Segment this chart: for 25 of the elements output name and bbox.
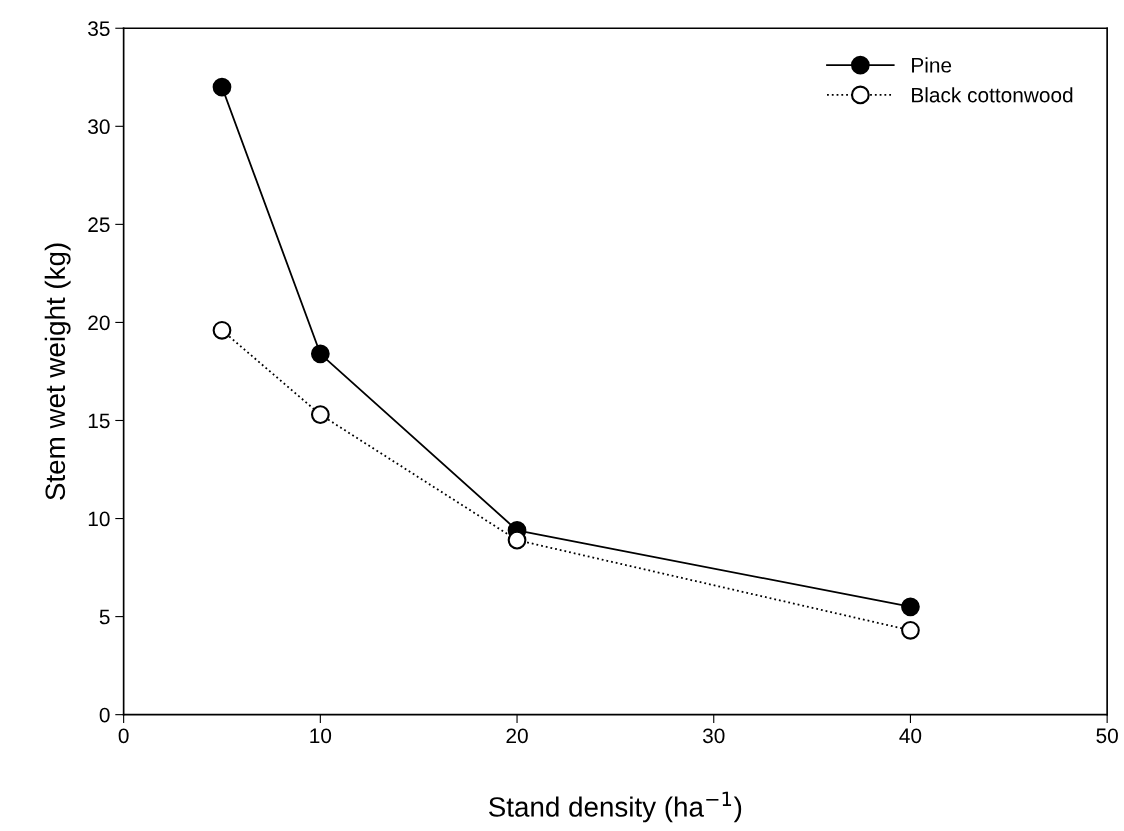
y-tick-label: 30 — [88, 119, 110, 135]
x-tick-label: 40 — [899, 728, 922, 744]
y-tick-label: 35 — [88, 21, 110, 37]
x-tick-label: 20 — [506, 728, 528, 744]
point — [212, 77, 232, 97]
y-tick-label: 20 — [88, 315, 110, 331]
y-tick-label: 15 — [88, 413, 110, 429]
point — [901, 620, 920, 640]
point — [310, 405, 330, 424]
y-tick-label: 10 — [88, 511, 110, 527]
y-axis-title: Stem wet weight (kg) — [44, 243, 71, 500]
x-tick-label: 10 — [310, 728, 332, 744]
legend-label: Black cottonwood — [912, 87, 1073, 103]
point — [212, 320, 232, 340]
x-tick-label: 50 — [1096, 728, 1118, 744]
y-tick-label: 5 — [99, 609, 110, 625]
x-axis-title: Stand density (ha$^{−1}$) — [489, 791, 742, 823]
point — [901, 597, 920, 617]
y-tick-label: 25 — [88, 217, 110, 233]
y-tick-label: 0 — [99, 707, 110, 723]
x-tick-label: 0 — [118, 728, 129, 744]
point — [507, 530, 527, 550]
legend-label: Pine — [912, 57, 952, 73]
point — [310, 344, 330, 364]
x-tick-label: 30 — [702, 728, 725, 744]
